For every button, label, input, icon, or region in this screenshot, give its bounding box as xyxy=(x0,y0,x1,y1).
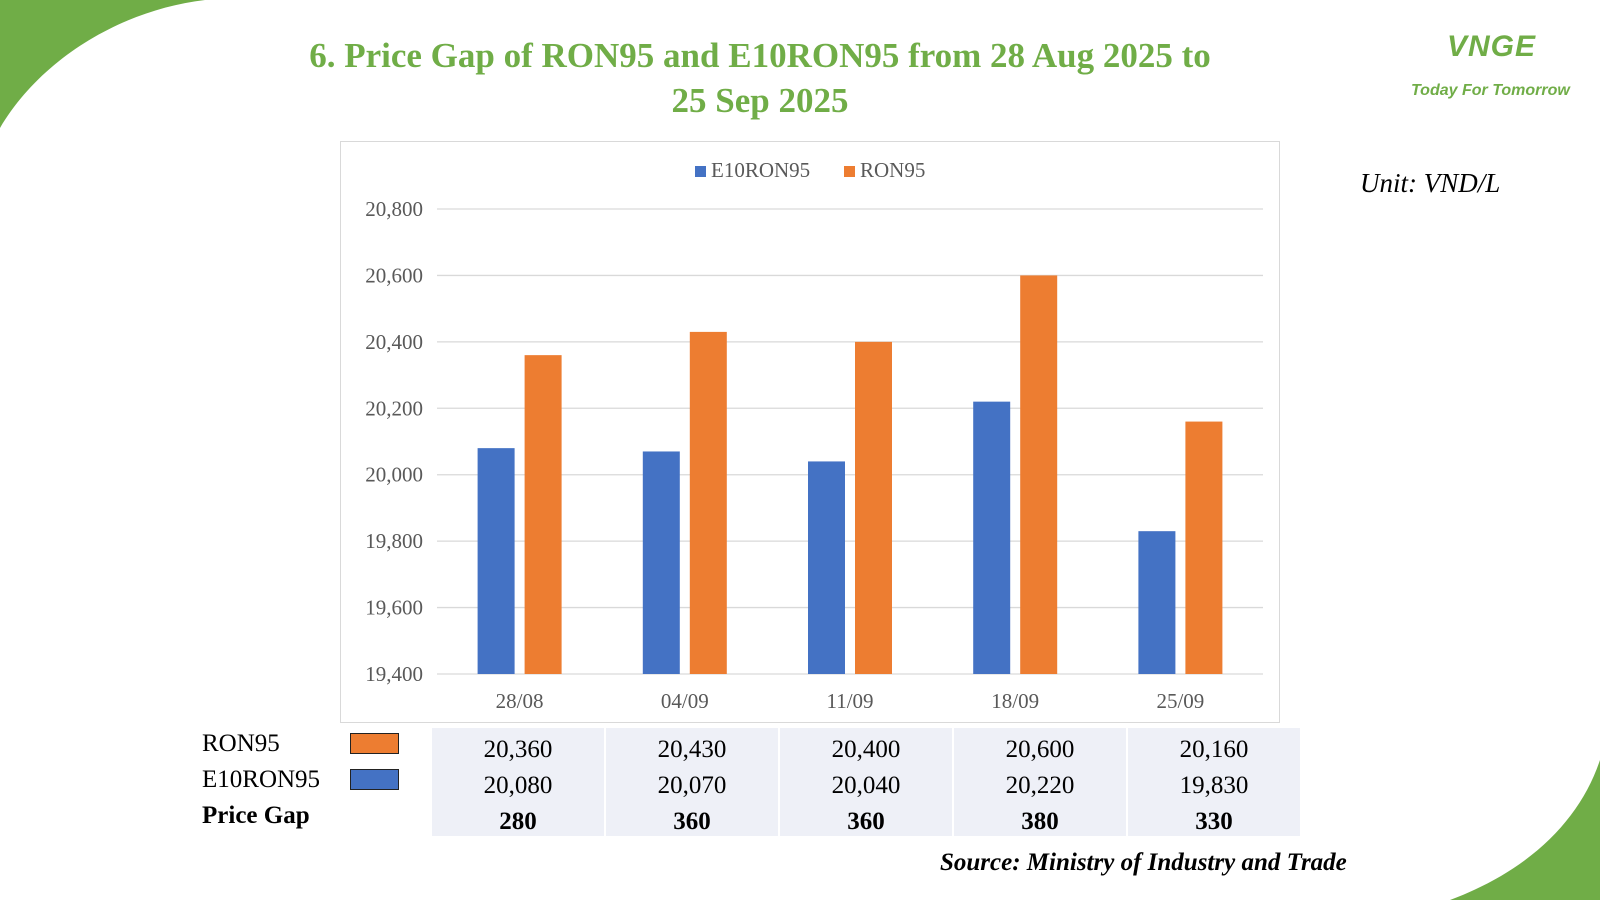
table-cell: 380 xyxy=(952,800,1127,836)
legend-swatch xyxy=(695,166,706,177)
bar-e10ron95 xyxy=(973,401,1011,674)
x-tick-label: 28/08 xyxy=(496,689,544,713)
table-cell: 20,080 xyxy=(430,764,605,800)
chart-area: 19,400 19,600 19,800 20,000 20,200 20,400 20,6… xyxy=(340,141,1280,723)
table-cell: 20,040 xyxy=(778,764,953,800)
row-label-cell: E10RON95 xyxy=(202,764,431,800)
bar-ron95 xyxy=(689,331,727,674)
logo-tagline: Today For Tomorrow xyxy=(1411,82,1570,99)
unit-label: Unit: VND/L xyxy=(1360,168,1501,198)
table-cell: 360 xyxy=(604,800,779,836)
table-cell: 20,360 xyxy=(430,728,605,764)
row-label: E10RON95 xyxy=(202,766,321,793)
green-corner-top-left xyxy=(0,0,205,128)
bar-e10ron95 xyxy=(1138,531,1176,674)
bar-e10ron95 xyxy=(642,451,680,674)
table-cell: 20,600 xyxy=(952,728,1127,764)
y-tick-label: 20,400 xyxy=(365,330,423,354)
legend-swatch xyxy=(844,166,855,177)
title-line-2: 25 Sep 2025 xyxy=(671,81,849,120)
legend-label: RON95 xyxy=(860,158,925,182)
x-tick-label: 25/09 xyxy=(1156,689,1204,713)
bar-ron95 xyxy=(855,341,892,674)
page-title: 6. Price Gap of RON95 and E10RON95 from … xyxy=(240,33,1280,123)
y-tick-label: 20,800 xyxy=(365,197,423,221)
bar-ron95 xyxy=(1185,421,1223,674)
logo-mark: VNGE xyxy=(1447,30,1537,63)
bar-ron95 xyxy=(1020,275,1058,674)
table-row-ron95: RON95 20,360 20,430 20,400 20,600 20,160 xyxy=(202,728,1300,764)
row-label: RON95 xyxy=(202,730,280,757)
table-cell: 20,160 xyxy=(1126,728,1300,764)
row-label-cell: Price Gap xyxy=(202,800,431,836)
green-corner-bottom-right xyxy=(1450,760,1600,900)
e10ron95-swatch xyxy=(350,769,399,790)
bar-e10ron95 xyxy=(477,448,515,674)
row-label-cell: RON95 xyxy=(202,728,431,764)
table-row-e10ron95: E10RON95 20,080 20,070 20,040 20,220 19,… xyxy=(202,764,1300,800)
bar-chart: 19,400 19,600 19,800 20,000 20,200 20,400 20,6… xyxy=(365,158,1263,713)
ron95-swatch xyxy=(350,733,399,754)
table-cell: 330 xyxy=(1126,800,1300,836)
title-line-1: 6. Price Gap of RON95 and E10RON95 from … xyxy=(309,36,1211,75)
y-tick-label: 20,000 xyxy=(365,463,423,487)
table-cell: 20,430 xyxy=(604,728,779,764)
bar-e10ron95 xyxy=(808,461,845,674)
data-table: RON95 20,360 20,430 20,400 20,600 20,160… xyxy=(202,728,1300,836)
table-cell: 280 xyxy=(430,800,605,836)
table-cell: 19,830 xyxy=(1126,764,1300,800)
vnge-logo: VNGE Today For Tomorrow xyxy=(1395,18,1575,108)
legend-label: E10RON95 xyxy=(711,158,810,182)
y-tick-label: 19,800 xyxy=(365,529,423,553)
x-tick-label: 11/09 xyxy=(826,689,873,713)
bar-ron95 xyxy=(524,355,562,674)
x-tick-label: 18/09 xyxy=(991,689,1039,713)
row-label: Price Gap xyxy=(202,802,310,829)
source-label: Source: Ministry of Industry and Trade xyxy=(940,849,1347,876)
y-tick-label: 19,600 xyxy=(365,596,423,620)
table-row-price-gap: Price Gap 280 360 360 380 330 xyxy=(202,800,1300,836)
table-cell: 360 xyxy=(778,800,953,836)
table-cell: 20,220 xyxy=(952,764,1127,800)
y-tick-label: 20,200 xyxy=(365,396,423,420)
x-tick-label: 04/09 xyxy=(661,689,709,713)
table-cell: 20,070 xyxy=(604,764,779,800)
y-tick-label: 20,600 xyxy=(365,263,423,287)
table-cell: 20,400 xyxy=(778,728,953,764)
y-tick-label: 19,400 xyxy=(365,662,423,686)
